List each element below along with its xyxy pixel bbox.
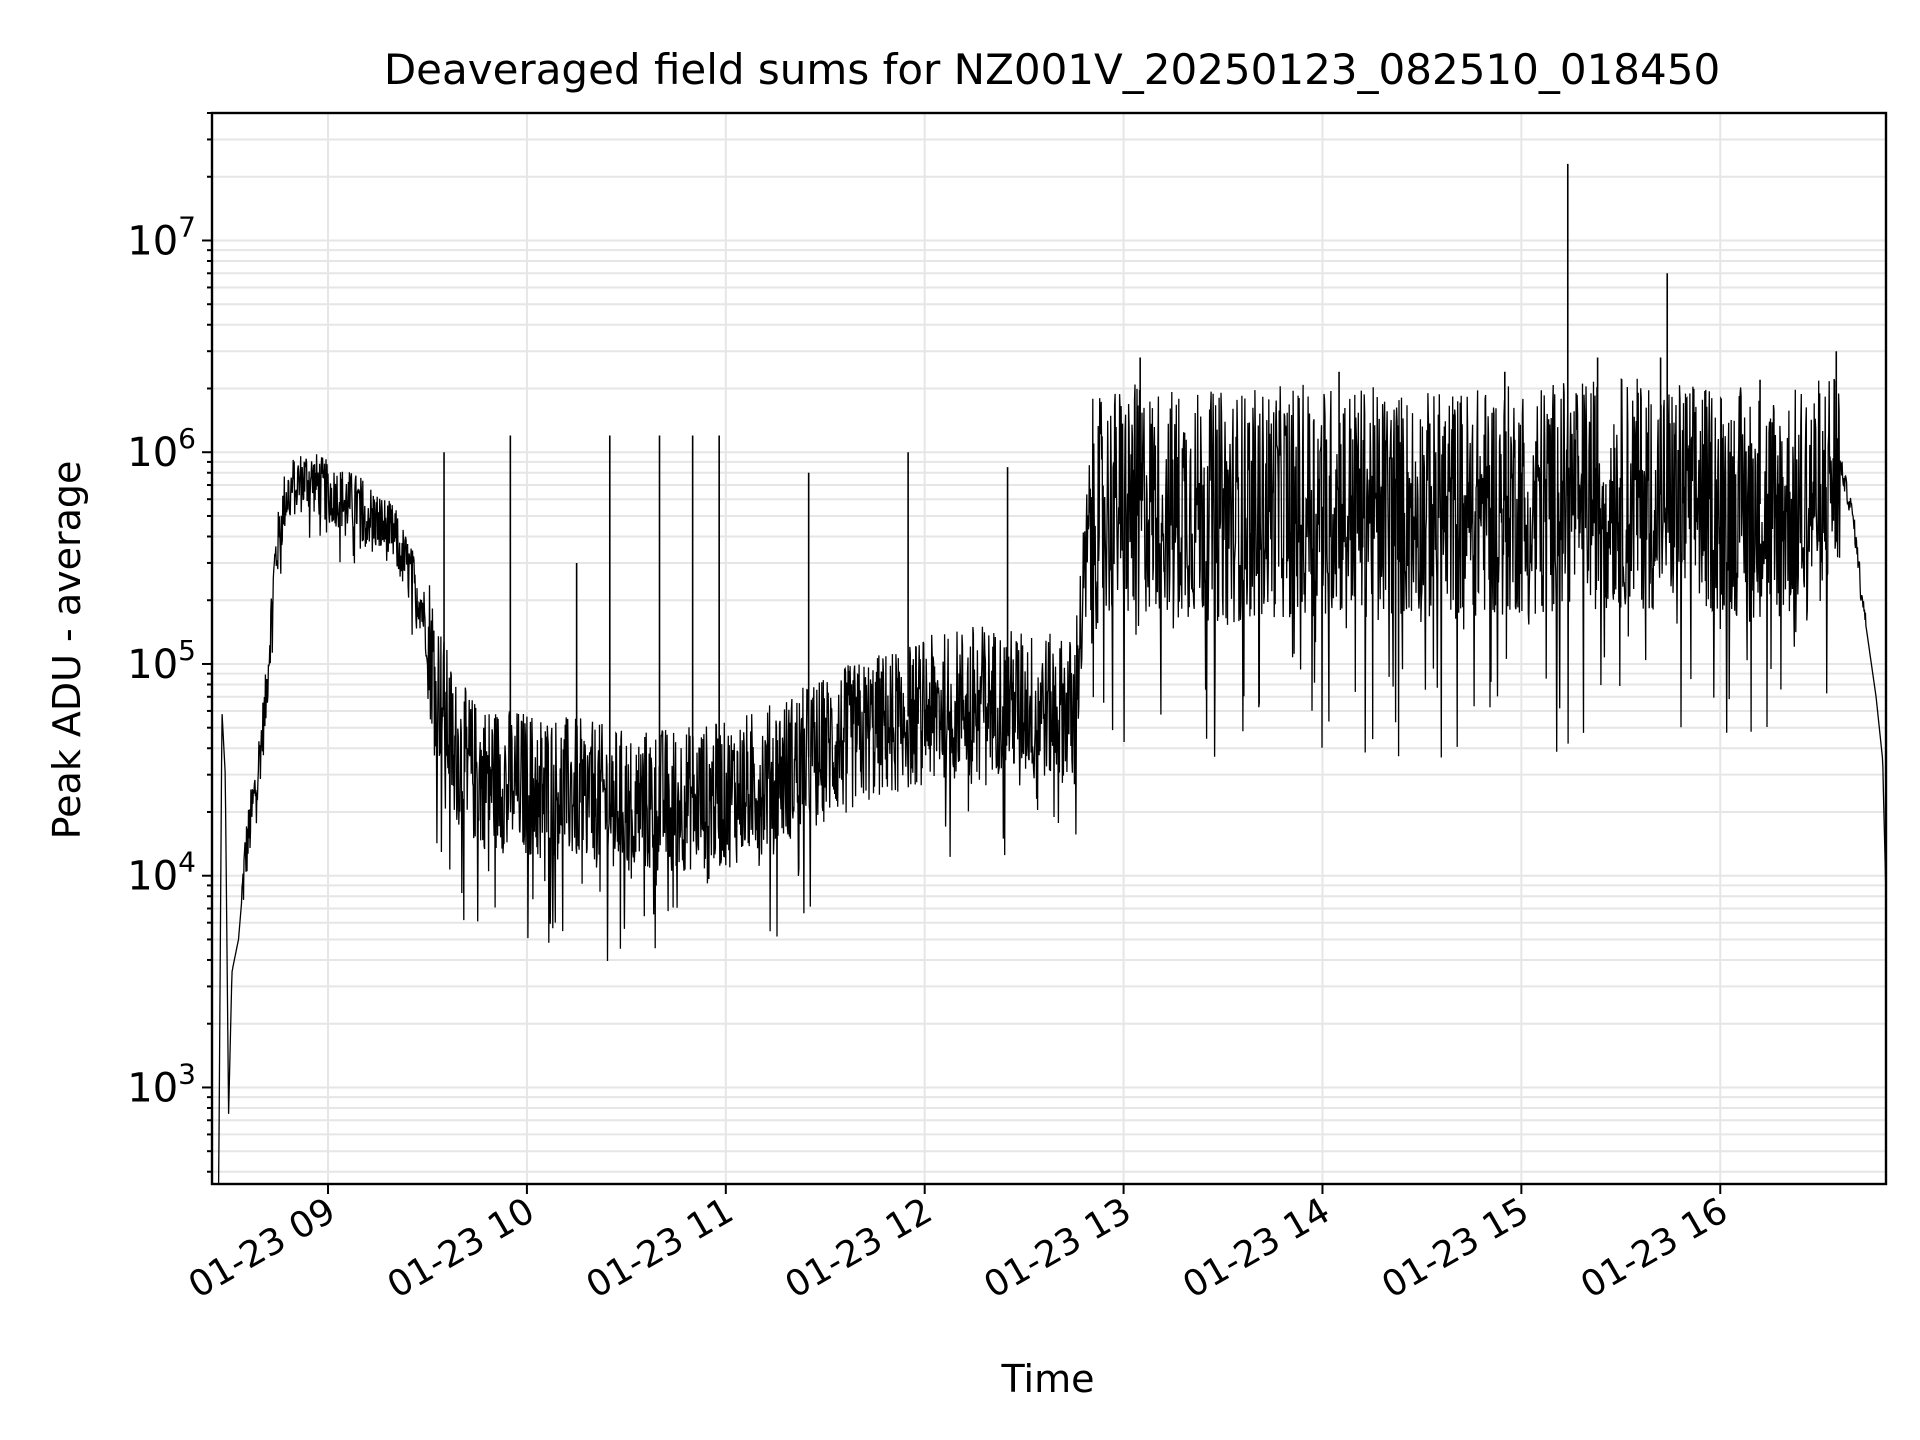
plot-frame (210, 111, 1888, 1186)
plot-data (217, 163, 1887, 1185)
y-tick-label: 105 (127, 634, 196, 688)
y-tick-label: 107 (127, 210, 196, 264)
chart-title: Deaveraged field sums for NZ001V_2025012… (384, 45, 1720, 94)
x-axis-label: Time (1001, 1357, 1095, 1401)
series-line (217, 378, 1887, 1185)
y-tick-label: 103 (127, 1057, 196, 1111)
y-tick-label: 104 (127, 846, 196, 900)
y-axis-label: Peak ADU - average (45, 461, 89, 840)
y-tick-label: 106 (127, 422, 196, 476)
